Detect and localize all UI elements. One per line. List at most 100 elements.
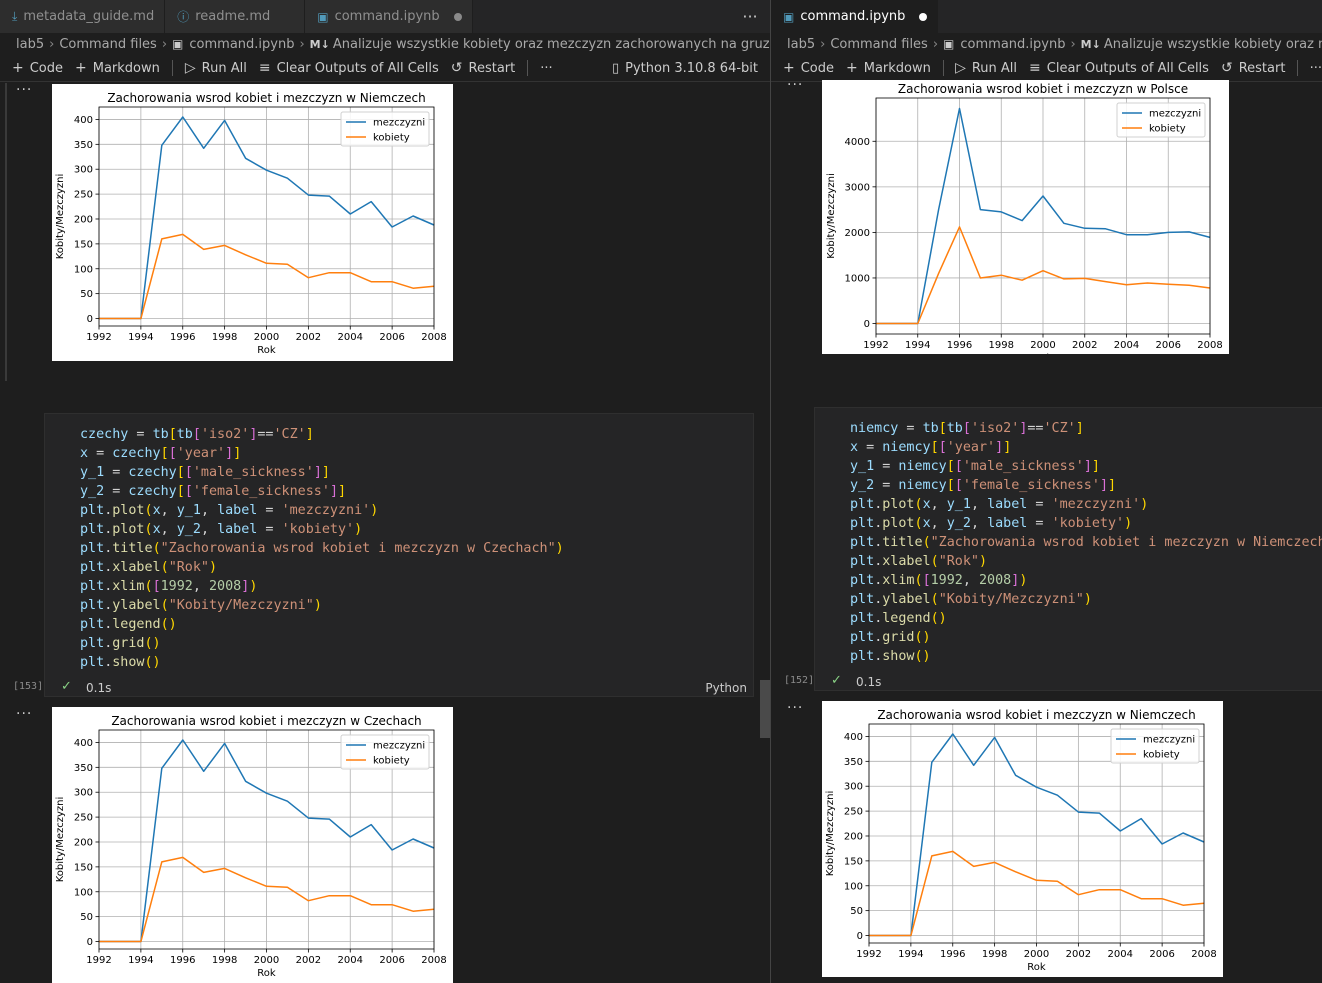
x-tick-label: 2006 [1149, 949, 1174, 960]
code-line[interactable]: plt.plot(x, y_1, label = 'mezczyzni') [80, 501, 564, 520]
code-editor[interactable]: niemcy = tb[tb['iso2']=='CZ'] x = niemcy[… [850, 419, 1322, 666]
code-token: ] [1011, 573, 1020, 588]
code-token: legend [112, 617, 161, 632]
add-code-button[interactable]: + Code [783, 60, 834, 76]
breadcrumb-item[interactable]: Analizuje wszystkie kobiety oraz mezczyz… [332, 36, 770, 52]
execution-time: 0.1s [86, 681, 112, 695]
code-line[interactable]: plt.legend() [80, 615, 564, 634]
code-line[interactable]: plt.xlim([1992, 2008]) [80, 577, 564, 596]
button-label: Markdown [863, 60, 931, 76]
code-line[interactable]: plt.title("Zachorowania wsrod kobiet i m… [850, 533, 1322, 552]
code-token: plt [850, 573, 875, 588]
code-line[interactable]: plt.plot(x, y_2, label = 'kobiety') [80, 520, 564, 539]
more-toolbar-button[interactable]: ··· [1309, 60, 1322, 76]
tab-command-notebook[interactable]: ▣ command.ipynb [305, 0, 473, 33]
y-tick-label: 400 [844, 732, 863, 743]
code-line[interactable]: y_1 = czechy[['male_sickness']] [80, 463, 564, 482]
code-token: ] [1075, 421, 1084, 436]
breadcrumb-item[interactable]: lab5 [16, 36, 45, 52]
button-label: Restart [468, 60, 516, 76]
tab-command-notebook[interactable]: ▣ command.ipynb [771, 0, 939, 33]
code-line[interactable]: plt.title("Zachorowania wsrod kobiet i m… [80, 539, 564, 558]
code-line[interactable]: plt.xlim([1992, 2008]) [850, 571, 1322, 590]
code-cell[interactable]: czechy = tb[tb['iso2']=='CZ'] x = czechy[… [44, 413, 754, 697]
run-all-button[interactable]: ▷ Run All [185, 60, 247, 76]
scrollbar-thumb[interactable] [760, 680, 770, 738]
code-token: ( [914, 516, 923, 531]
code-token: ( [144, 579, 153, 594]
clear-outputs-button[interactable]: ≡ Clear Outputs of All Cells [1029, 60, 1209, 76]
code-line[interactable]: plt.show() [850, 647, 1322, 666]
code-token: "Kobity/Mezczyzni" [938, 592, 1084, 607]
tab-readme[interactable]: ⓘ readme.md [165, 0, 306, 33]
output-menu-button[interactable]: ··· [787, 77, 804, 93]
code-line[interactable]: czechy = tb[tb['iso2']=='CZ'] [80, 425, 564, 444]
code-token: = [128, 427, 153, 442]
breadcrumb-item[interactable]: command.ipynb [960, 36, 1066, 52]
code-token: () [914, 630, 931, 645]
code-line[interactable]: y_2 = niemcy[['female_sickness']] [850, 476, 1322, 495]
code-line[interactable]: plt.ylabel("Kobity/Mezczyzni") [850, 590, 1322, 609]
x-tick-label: 1994 [898, 949, 923, 960]
tab-label: readme.md [195, 9, 271, 24]
code-line[interactable]: x = niemcy[['year']] [850, 438, 1322, 457]
code-line[interactable]: plt.plot(x, y_2, label = 'kobiety') [850, 514, 1322, 533]
code-line[interactable]: plt.grid() [850, 628, 1322, 647]
restart-button[interactable]: ↺ Restart [1221, 60, 1285, 76]
button-label: Clear Outputs of All Cells [276, 60, 439, 76]
code-token: . [104, 541, 113, 556]
add-markdown-button[interactable]: + Markdown [75, 60, 160, 76]
more-toolbar-button[interactable]: ··· [540, 60, 553, 76]
breadcrumb-item[interactable]: Analizuje wszystkie kobiety oraz mezczyz… [1103, 36, 1322, 52]
x-tick-label: 2004 [1108, 949, 1133, 960]
unsaved-dot-icon[interactable] [919, 12, 928, 21]
restart-button[interactable]: ↺ Restart [451, 60, 515, 76]
code-token: xlim [882, 573, 915, 588]
more-actions-icon[interactable]: ··· [742, 7, 758, 26]
y-tick-label: 200 [74, 837, 93, 848]
code-line[interactable]: y_1 = niemcy[['male_sickness']] [850, 457, 1322, 476]
code-token: 'CZ' [1043, 421, 1076, 436]
code-line[interactable]: plt.xlabel("Rok") [850, 552, 1322, 571]
unsaved-dot-icon[interactable] [453, 12, 462, 21]
code-editor[interactable]: czechy = tb[tb['iso2']=='CZ'] x = czechy[… [80, 425, 564, 672]
pane-divider[interactable] [770, 0, 771, 983]
editor-pane-left: ⤓ metadata_guide.md ⓘ readme.md ▣ comman… [0, 0, 770, 983]
code-line[interactable]: plt.ylabel("Kobity/Mezczyzni") [80, 596, 564, 615]
add-code-button[interactable]: + Code [12, 60, 63, 76]
code-token: == [1027, 421, 1044, 436]
x-axis-label: Rok [257, 345, 276, 356]
y-tick-label: 0 [864, 319, 870, 330]
code-line[interactable]: plt.legend() [850, 609, 1322, 628]
output-menu-button[interactable]: ··· [16, 706, 33, 722]
breadcrumb-item[interactable]: Command files [830, 36, 928, 52]
code-line[interactable]: x = czechy[['year']] [80, 444, 564, 463]
breadcrumb-item[interactable]: command.ipynb [189, 36, 295, 52]
cell-language[interactable]: Python [705, 681, 747, 695]
x-tick-label: 1998 [989, 340, 1014, 351]
kernel-picker[interactable]: ▯ Python 3.10.8 64-bit [612, 56, 758, 80]
code-line[interactable]: plt.plot(x, y_1, label = 'mezczyzni') [850, 495, 1322, 514]
breadcrumb-item[interactable]: lab5 [787, 36, 816, 52]
code-token: 'iso2' [200, 427, 250, 442]
code-token: [ [930, 440, 939, 455]
chevron-right-icon: › [49, 36, 55, 52]
code-line[interactable]: plt.grid() [80, 634, 564, 653]
breadcrumb-item[interactable]: Command files [59, 36, 157, 52]
y-tick-label: 4000 [845, 137, 870, 148]
code-line[interactable]: plt.xlabel("Rok") [80, 558, 564, 577]
code-line[interactable]: y_2 = czechy[['female_sickness']] [80, 482, 564, 501]
output-menu-button[interactable]: ··· [787, 700, 804, 716]
code-line[interactable]: plt.show() [80, 653, 564, 672]
button-label: Run All [971, 60, 1018, 76]
run-all-button[interactable]: ▷ Run All [955, 60, 1017, 76]
x-tick-label: 1994 [905, 340, 930, 351]
clear-outputs-button[interactable]: ≡ Clear Outputs of All Cells [259, 60, 439, 76]
chart-title: Zachorowania wsrod kobiet i mezczyzn w C… [111, 714, 421, 728]
output-menu-button[interactable]: ··· [16, 82, 33, 98]
code-token: x [922, 516, 931, 531]
tab-metadata-guide[interactable]: ⤓ metadata_guide.md [0, 0, 166, 33]
code-cell[interactable]: niemcy = tb[tb['iso2']=='CZ'] x = niemcy[… [814, 407, 1322, 691]
code-line[interactable]: niemcy = tb[tb['iso2']=='CZ'] [850, 419, 1322, 438]
add-markdown-button[interactable]: + Markdown [846, 60, 931, 76]
